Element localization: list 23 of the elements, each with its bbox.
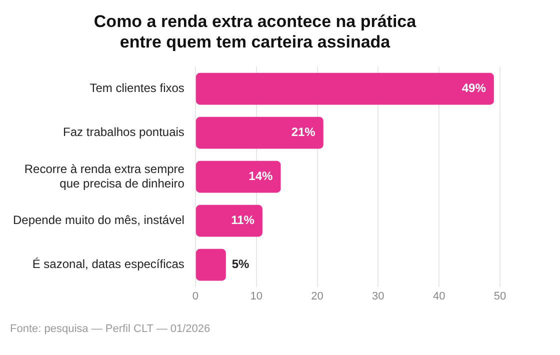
x-tick-label: 40 [432,290,446,302]
x-tick-label: 50 [494,290,506,302]
data-label: 14% [248,169,274,184]
bar [196,248,226,281]
x-tick-label: 0 [192,290,198,302]
bar [196,116,324,149]
bar [196,160,281,193]
x-tick-label: 30 [372,290,384,302]
y-tick-label: Faz trabalhos pontuais [63,125,184,140]
bar [196,204,262,237]
source-note: Fonte: pesquisa — Perfil CLT — 01/2026 [10,323,210,335]
y-tick-label: Tem clientes fixos [90,81,184,96]
data-label: 5% [232,257,250,272]
x-tick-label: 10 [250,290,262,302]
chart-title: Como a renda extra acontece na prática entre quem tem carteira assinada [94,12,417,52]
bar [196,72,494,105]
data-label: 11% [231,213,255,228]
y-tick-label: É sazonal, datas específicas [32,257,184,272]
y-tick-label: Depende muito do mês, instável [12,213,184,228]
y-tick-label: Recorre à renda extra sempre que precisa de dinheiro [24,162,185,190]
x-tick-label: 20 [311,290,324,302]
data-label: 21% [291,125,316,140]
data-label: 49% [462,81,486,96]
